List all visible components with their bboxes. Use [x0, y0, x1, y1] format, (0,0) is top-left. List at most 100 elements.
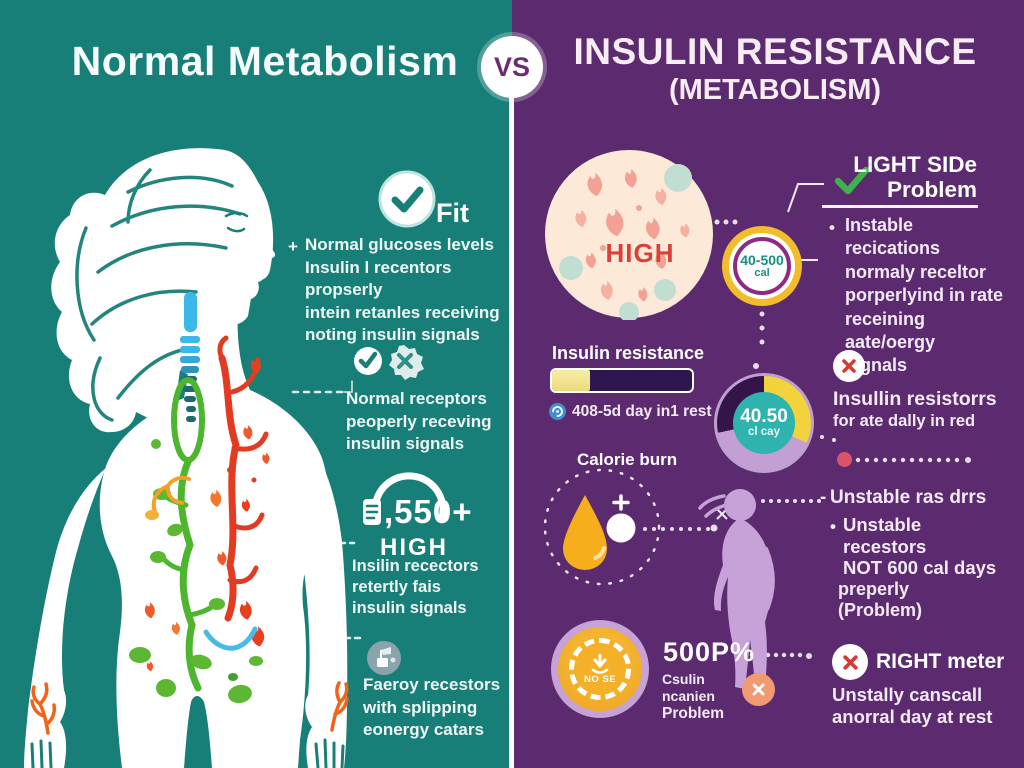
droplet-icon — [563, 495, 607, 570]
energy-text: Faeroy recestors with splipping eonergy … — [363, 674, 503, 742]
light-side-line: Instable recications — [845, 215, 941, 259]
calorie-burn-label: Calorie burn — [577, 450, 678, 469]
donut-value: 40.50 — [740, 406, 788, 427]
energy-line: eonergy catars — [363, 720, 484, 739]
center-divider — [509, 88, 514, 768]
torso-silhouette — [99, 298, 329, 768]
x-mark — [842, 359, 856, 373]
fit-line: Normal glucoses levels — [305, 235, 494, 254]
donut-unit: cl cay — [748, 426, 780, 438]
right-panel-subtitle: (METABOLISM) — [668, 74, 882, 106]
teal-blobs — [559, 164, 692, 320]
energy-line: with splipping — [363, 697, 478, 717]
left-panel-title: Normal Metabolism — [71, 38, 459, 84]
vs-badge: VS — [481, 36, 543, 98]
energy-line: Faeroy recestors — [363, 675, 501, 694]
light-side-line: signals — [845, 355, 908, 376]
right-panel-graphics — [543, 183, 971, 689]
insulin-progress-bar — [550, 368, 694, 393]
red-x-circle-icon — [832, 644, 868, 680]
fit-line: noting insulin signals — [305, 325, 480, 344]
check-and-gear-icons — [354, 345, 424, 380]
high-metabolism-circle — [545, 150, 713, 320]
gauge-unit: cal — [754, 267, 770, 279]
plus-icon — [612, 494, 630, 511]
resistors-line1: Insullin resistorrs — [833, 388, 997, 410]
receptors-text: Normal receptors peoperly receving insul… — [346, 388, 496, 456]
down-arrow-icon — [591, 653, 609, 674]
timer-icon: NO SE — [551, 620, 649, 718]
counter-bullet: • — [338, 558, 344, 577]
calorie-dashed-ring — [543, 468, 661, 586]
counter-text: Insilin recectors retertly fais insulin … — [352, 556, 492, 619]
light-side-text: Instable recications normaly receltor po… — [845, 214, 1005, 378]
fit-line: intein retanles receiving — [305, 302, 500, 322]
x-mark — [842, 654, 858, 670]
finger-lines — [30, 738, 345, 768]
wrist-corals — [30, 681, 349, 735]
yellow-blob — [145, 510, 159, 520]
unstable-line: preperly — [838, 578, 910, 599]
unstable-line: NOT 600 cal days — [843, 557, 997, 578]
fit-bullet: + — [288, 237, 298, 256]
light-side-line: normaly receltor — [845, 261, 987, 282]
resistors-line2: for ate dally in red — [833, 412, 976, 430]
gear-x-icon — [389, 345, 424, 380]
white-dot-icon — [606, 513, 636, 543]
gauge-ring: 40-500 cal — [733, 237, 791, 295]
day-donut-gauge: 40.50 cl cay — [714, 373, 814, 473]
calorie-gauge: 40-500 cal — [722, 226, 802, 306]
hair-strokes — [75, 168, 242, 422]
insulin-bar-label: Insulin resistance — [552, 343, 705, 363]
insulin-progress-fill — [552, 370, 590, 391]
unstable-bullet: • — [830, 517, 836, 536]
unstable-heading-dash: - — [820, 487, 827, 508]
right-panel-title: INSULIN RESISTANCE — [573, 31, 977, 72]
percent-value: 500P% — [663, 637, 756, 667]
salmon-x-circle-icon — [742, 673, 775, 706]
check-circle-icon — [378, 170, 436, 228]
trachea-spine — [180, 292, 200, 422]
unstable-line: Unstable recestors — [843, 514, 927, 557]
counter-line: insulin signals — [352, 599, 467, 617]
percent-line: Csulin — [662, 671, 705, 687]
badge-icon — [363, 499, 381, 525]
dotted-connectors — [643, 219, 971, 659]
receptors-line: peoperly receving — [346, 411, 492, 431]
high-label-left: HIGH — [380, 534, 448, 561]
right-meter-title: RIGHT meter — [876, 650, 1005, 673]
timer-label: NO SE — [583, 673, 617, 685]
receptors-line: insulin signals — [346, 434, 465, 453]
light-side-bullet: • — [829, 218, 835, 237]
left-arm-silhouette — [24, 468, 106, 768]
red-vessel — [217, 335, 269, 622]
x-mark — [752, 683, 765, 696]
energy-machine-icon — [367, 641, 401, 675]
flame-pattern — [575, 168, 690, 302]
light-side-title: LIGHT SIDe Problem — [845, 152, 977, 202]
light-side-line: receining aate/oergy — [845, 308, 936, 353]
fit-line: Insulin l recentors propserly — [305, 257, 452, 300]
woman-body-illustration — [24, 148, 364, 768]
fit-text: Normal glucoses levels Insulin l recento… — [305, 234, 515, 347]
red-x-circle-icon — [833, 350, 865, 382]
percent-line: Problem — [662, 705, 725, 722]
percent-text: Csulin ncanien Problem — [662, 671, 752, 722]
high-circle-label: HIGH — [605, 238, 675, 268]
counter-value: ,550+ — [384, 493, 473, 530]
unstable-line: (Problem) — [838, 600, 923, 620]
blue-branch — [203, 626, 258, 651]
yellow-branch — [151, 475, 191, 514]
donut-center: 40.50 cl cay — [733, 392, 795, 454]
droplet-highlight — [593, 546, 606, 560]
light-side-title-line1: LIGHT SIDe — [853, 152, 977, 177]
meter-line: Unstally canscall — [832, 684, 983, 705]
light-side-title-line2: Problem — [886, 177, 977, 202]
red-dot-icon — [837, 452, 852, 467]
green-check-icon — [834, 166, 870, 195]
tired-woman-silhouette — [698, 489, 775, 689]
calorie-counter: ,550+ — [362, 493, 473, 531]
light-side-underline — [822, 205, 978, 208]
insulin-bar-caption: 408-5d day in1 rest — [572, 403, 712, 420]
